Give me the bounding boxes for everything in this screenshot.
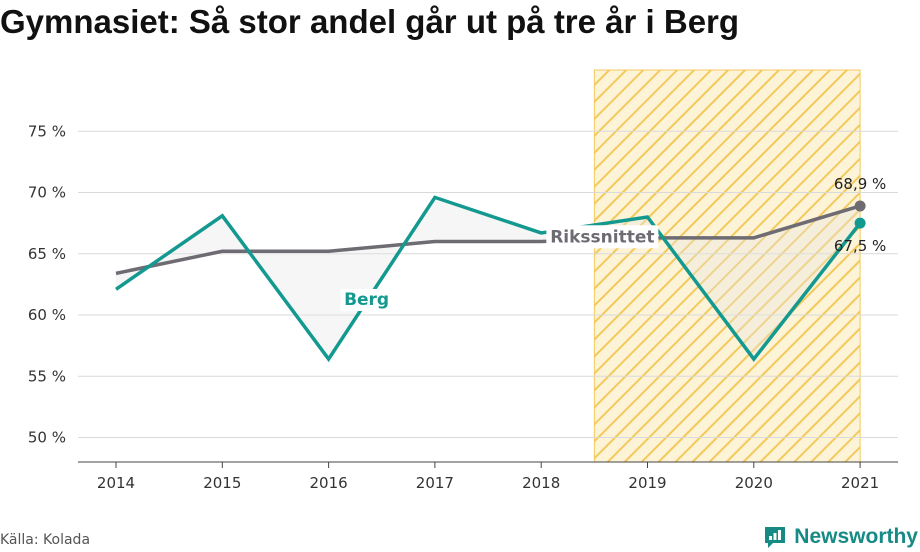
series-label-berg: Berg xyxy=(344,290,389,310)
end-point-berg xyxy=(854,217,866,229)
highlight-region xyxy=(593,69,861,463)
x-tick-label: 2015 xyxy=(203,474,241,492)
series-labels: Berg Rikssnittet 68,9 % 67,5 % xyxy=(340,175,886,311)
series-line-rikssnittet xyxy=(115,204,861,276)
series-label-rikssnittet: Rikssnittet xyxy=(550,227,654,247)
x-tick-label: 2019 xyxy=(628,474,666,492)
end-label-berg: 67,5 % xyxy=(834,237,886,255)
y-tick-label: 60 % xyxy=(28,306,66,324)
series-line-berg xyxy=(115,195,862,363)
x-tick-label: 2021 xyxy=(841,474,879,492)
series xyxy=(115,195,866,363)
x-tick-label: 2014 xyxy=(97,474,135,492)
series-label-bg xyxy=(340,288,393,311)
end-point-rikssnittet xyxy=(854,200,866,212)
newsworthy-logo-icon xyxy=(765,527,786,548)
x-tick-label: 2018 xyxy=(522,474,560,492)
axes: 2014 2015 2016 2017 2018 2019 2020 2021 xyxy=(78,461,898,492)
y-tick-label: 75 % xyxy=(28,122,66,140)
x-tick-label: 2020 xyxy=(735,474,773,492)
line-chart: 50 %55 %60 %65 %70 %75 % 2014 2015 2016 201… xyxy=(28,69,898,492)
x-tick-label: 2016 xyxy=(310,474,348,492)
y-tick-label: 65 % xyxy=(28,245,66,263)
x-tick-label: 2017 xyxy=(416,474,454,492)
y-tick-label: 55 % xyxy=(28,367,66,385)
highlight-rect xyxy=(593,69,861,463)
end-label-rikssnittet: 68,9 % xyxy=(834,175,886,193)
source-note: Källa: Kolada xyxy=(0,532,91,548)
y-tick-label: 50 % xyxy=(28,429,66,447)
chart-title: Gymnasiet: Så stor andel går ut på tre å… xyxy=(0,3,740,40)
brand: Newsworthy xyxy=(762,524,918,550)
series-label-bg xyxy=(546,225,659,249)
y-tick-label: 70 % xyxy=(28,184,66,202)
brand-name: Newsworthy xyxy=(794,525,918,548)
